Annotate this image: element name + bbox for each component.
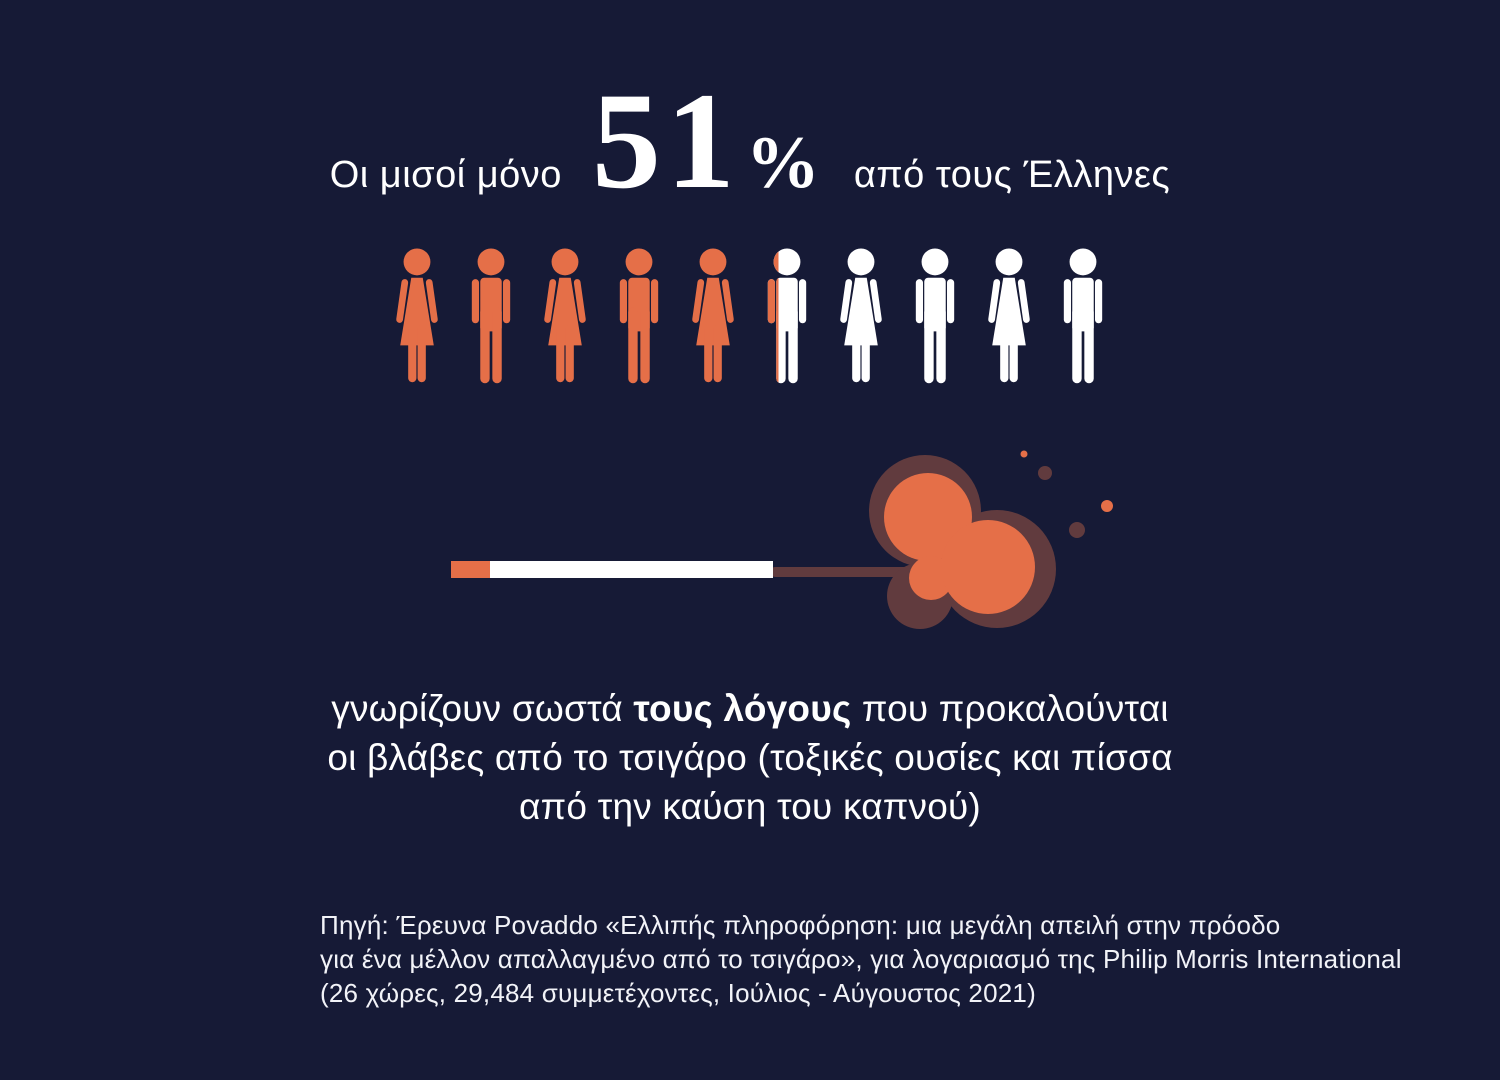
woman-pictogram-icon: [988, 248, 1030, 383]
headline-prefix: Οι μισοί μόνο: [329, 154, 562, 196]
man-pictogram-icon: [471, 248, 511, 384]
description-line3: από την καύση του καπνού): [519, 786, 981, 827]
woman-pictogram-icon: [840, 248, 882, 383]
cigarette-body: [490, 561, 773, 578]
woman-pictogram-icon: [692, 248, 734, 383]
source-line: Πηγή: Έρευνα Povaddo «Ελλιπής πληροφόρησ…: [320, 910, 1281, 940]
cigarette-filter: [451, 561, 490, 578]
source-line: για ένα μέλλον απαλλαγμένο από το τσιγάρ…: [320, 944, 1402, 974]
description-line2: οι βλάβες από το τσιγάρο (τοξικές ουσίες…: [327, 737, 1173, 778]
smoke-dots: [1020, 450, 1113, 538]
headline-value: 51: [591, 64, 740, 217]
source-line: (26 χώρες, 29,484 συμμετέχοντες, Ιούλιος…: [320, 978, 1036, 1008]
person-icon-5: [688, 248, 738, 388]
woman-pictogram-icon: [544, 248, 586, 383]
man-pictogram-icon: [915, 248, 955, 384]
person-icon-6: [762, 248, 812, 388]
person-icon-7: [836, 248, 886, 388]
person-icon-2: [466, 248, 516, 388]
man-pictogram-icon: [619, 248, 659, 384]
man-pictogram-icon: [1063, 248, 1103, 384]
description-line1-bold: τους λόγους: [633, 688, 852, 729]
person-icon-1: [392, 248, 442, 388]
headline: Οι μισοί μόνο 51 % από τους Έλληνες: [0, 72, 1500, 210]
description-line1-pre: γνωρίζουν σωστά: [331, 688, 634, 729]
smoke-cloud: [869, 455, 1056, 629]
description-text: γνωρίζουν σωστά τους λόγους που προκαλού…: [0, 684, 1500, 831]
person-icon-4: [614, 248, 664, 388]
person-icon-8: [910, 248, 960, 388]
description-line1-post: που προκαλούνται: [851, 688, 1169, 729]
person-icon-3: [540, 248, 590, 388]
people-pictograph-row: [0, 248, 1500, 388]
woman-pictogram-icon: [396, 248, 438, 383]
cigarette-smoke-illustration: [451, 450, 1113, 629]
source-note: Πηγή: Έρευνα Povaddo «Ελλιπής πληροφόρησ…: [320, 908, 1402, 1010]
person-icon-9: [984, 248, 1034, 388]
person-icon-10: [1058, 248, 1108, 388]
headline-suffix: από τους Έλληνες: [853, 154, 1171, 196]
percent-sign: %: [745, 122, 820, 204]
